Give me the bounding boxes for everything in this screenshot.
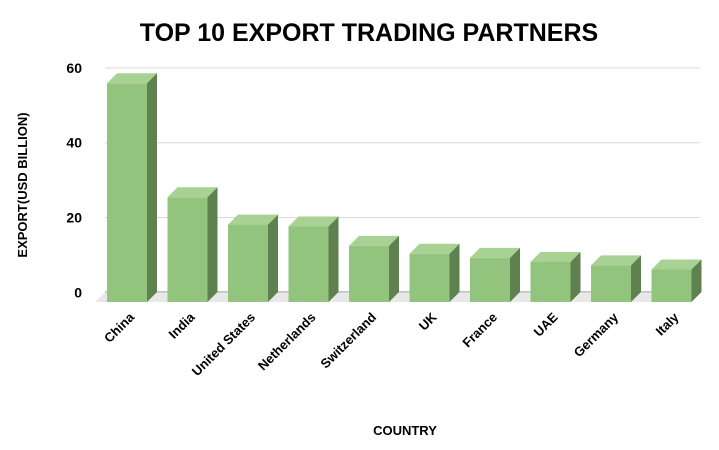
bar-side (328, 216, 339, 302)
bar-india (167, 187, 218, 302)
bar-side (207, 187, 218, 302)
x-tick-label: Switzerland (317, 309, 379, 371)
bar-front (349, 245, 389, 302)
bar-france (470, 247, 520, 302)
x-tick-label: UK (416, 309, 440, 333)
bar-top (470, 247, 520, 258)
bar-united-states (228, 214, 278, 302)
bar-front (530, 261, 571, 302)
bar-side (268, 214, 278, 302)
bar-netherlands (288, 216, 339, 302)
bar-side (570, 251, 581, 302)
y-tick-label: 40 (66, 135, 82, 151)
x-tick-label: Germany (571, 309, 622, 360)
x-tick-label: United States (189, 310, 258, 379)
bar-front (591, 265, 631, 302)
bar-top (651, 259, 702, 270)
bar-top (409, 243, 460, 254)
y-axis-label: EXPORT(USD BILLION) (15, 112, 30, 257)
bar-uk (409, 243, 460, 302)
x-tick-label: Netherlands (255, 310, 319, 374)
bar-top (167, 187, 218, 198)
bar-china (107, 73, 157, 303)
chart-title: TOP 10 EXPORT TRADING PARTNERS (140, 19, 598, 47)
bar-top (530, 251, 581, 262)
bar-top (107, 73, 157, 84)
x-tick-label: India (166, 309, 199, 342)
bar-switzerland (349, 235, 399, 302)
bar-front (167, 197, 208, 302)
y-tick-label: 60 (66, 60, 82, 76)
bar-side (449, 243, 460, 302)
bar-side (147, 73, 157, 303)
bar-front (651, 269, 692, 302)
x-tick-label: UAE (531, 309, 561, 339)
bar-side (389, 235, 399, 302)
y-tick-label: 0 (74, 284, 82, 300)
bar-top (591, 255, 641, 266)
bar-side (691, 259, 702, 302)
bar-front (107, 83, 147, 303)
x-tick-label: France (459, 310, 500, 351)
bar-uae (530, 251, 581, 302)
x-axis-label: COUNTRY (373, 423, 437, 438)
bar-top (228, 214, 278, 225)
bar-side (631, 255, 641, 302)
x-tick-label: China (101, 309, 138, 346)
bar-front (470, 257, 510, 302)
x-tick-label: Italy (653, 309, 683, 339)
bar-side (510, 247, 520, 302)
bar-top (349, 235, 399, 246)
bar-germany (591, 255, 641, 302)
y-tick-label: 20 (66, 210, 82, 226)
bar-italy (651, 259, 702, 302)
bar-front (409, 253, 450, 302)
bar-front (228, 224, 268, 302)
bar-front (288, 226, 329, 302)
bar-top (288, 216, 339, 227)
